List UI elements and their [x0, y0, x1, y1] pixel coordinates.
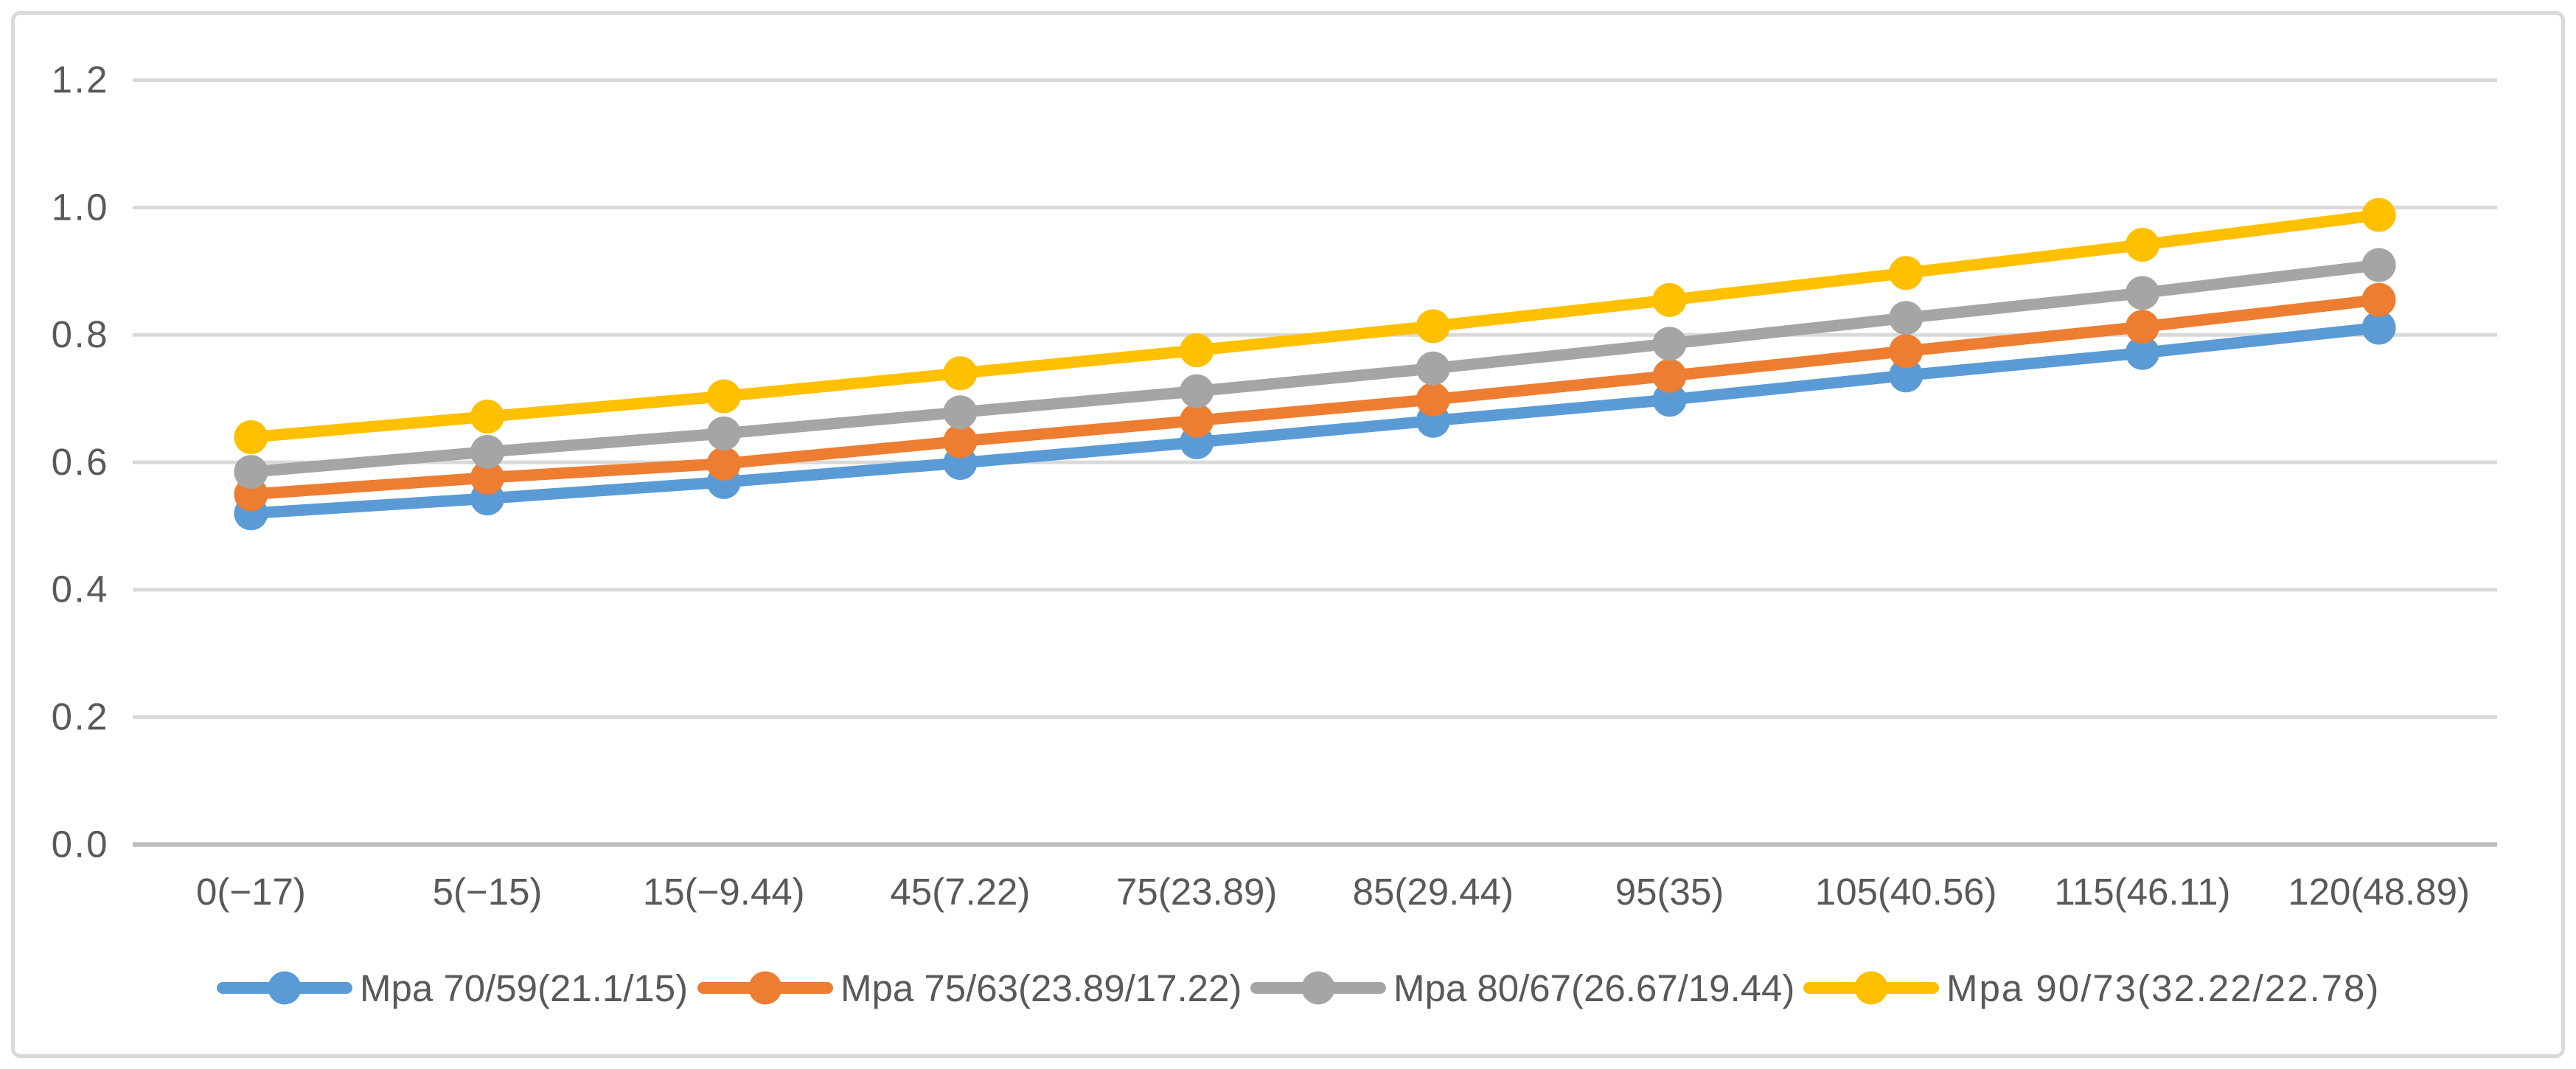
- svg-text:0.0: 0.0: [52, 823, 109, 865]
- svg-text:0.6: 0.6: [52, 441, 109, 483]
- svg-text:75(23.89): 75(23.89): [1116, 871, 1277, 913]
- svg-text:105(40.56): 105(40.56): [1815, 871, 1997, 913]
- svg-text:0.4: 0.4: [52, 568, 109, 610]
- svg-text:0(−17): 0(−17): [196, 871, 306, 913]
- svg-text:0.8: 0.8: [52, 313, 109, 355]
- svg-text:120(48.89): 120(48.89): [2288, 871, 2470, 913]
- svg-text:15(−9.44): 15(−9.44): [643, 871, 805, 913]
- svg-text:95(35): 95(35): [1615, 871, 1724, 913]
- svg-text:45(7.22): 45(7.22): [890, 871, 1030, 913]
- svg-text:Mpa 70/59(21.1/15): Mpa 70/59(21.1/15): [360, 967, 688, 1009]
- svg-text:5(−15): 5(−15): [433, 871, 543, 913]
- svg-text:Mpa 80/67(26.67/19.44): Mpa 80/67(26.67/19.44): [1393, 967, 1795, 1009]
- svg-text:Mpa 75/63(23.89/17.22): Mpa 75/63(23.89/17.22): [840, 967, 1242, 1009]
- svg-text:115(46.11): 115(46.11): [2054, 871, 2230, 913]
- svg-text:0.2: 0.2: [52, 696, 109, 738]
- svg-text:1.0: 1.0: [52, 186, 109, 228]
- svg-text:Mpa 90/73(32.22/22.78): Mpa 90/73(32.22/22.78): [1946, 967, 2380, 1009]
- svg-text:1.2: 1.2: [52, 59, 109, 101]
- svg-text:85(29.44): 85(29.44): [1353, 871, 1514, 913]
